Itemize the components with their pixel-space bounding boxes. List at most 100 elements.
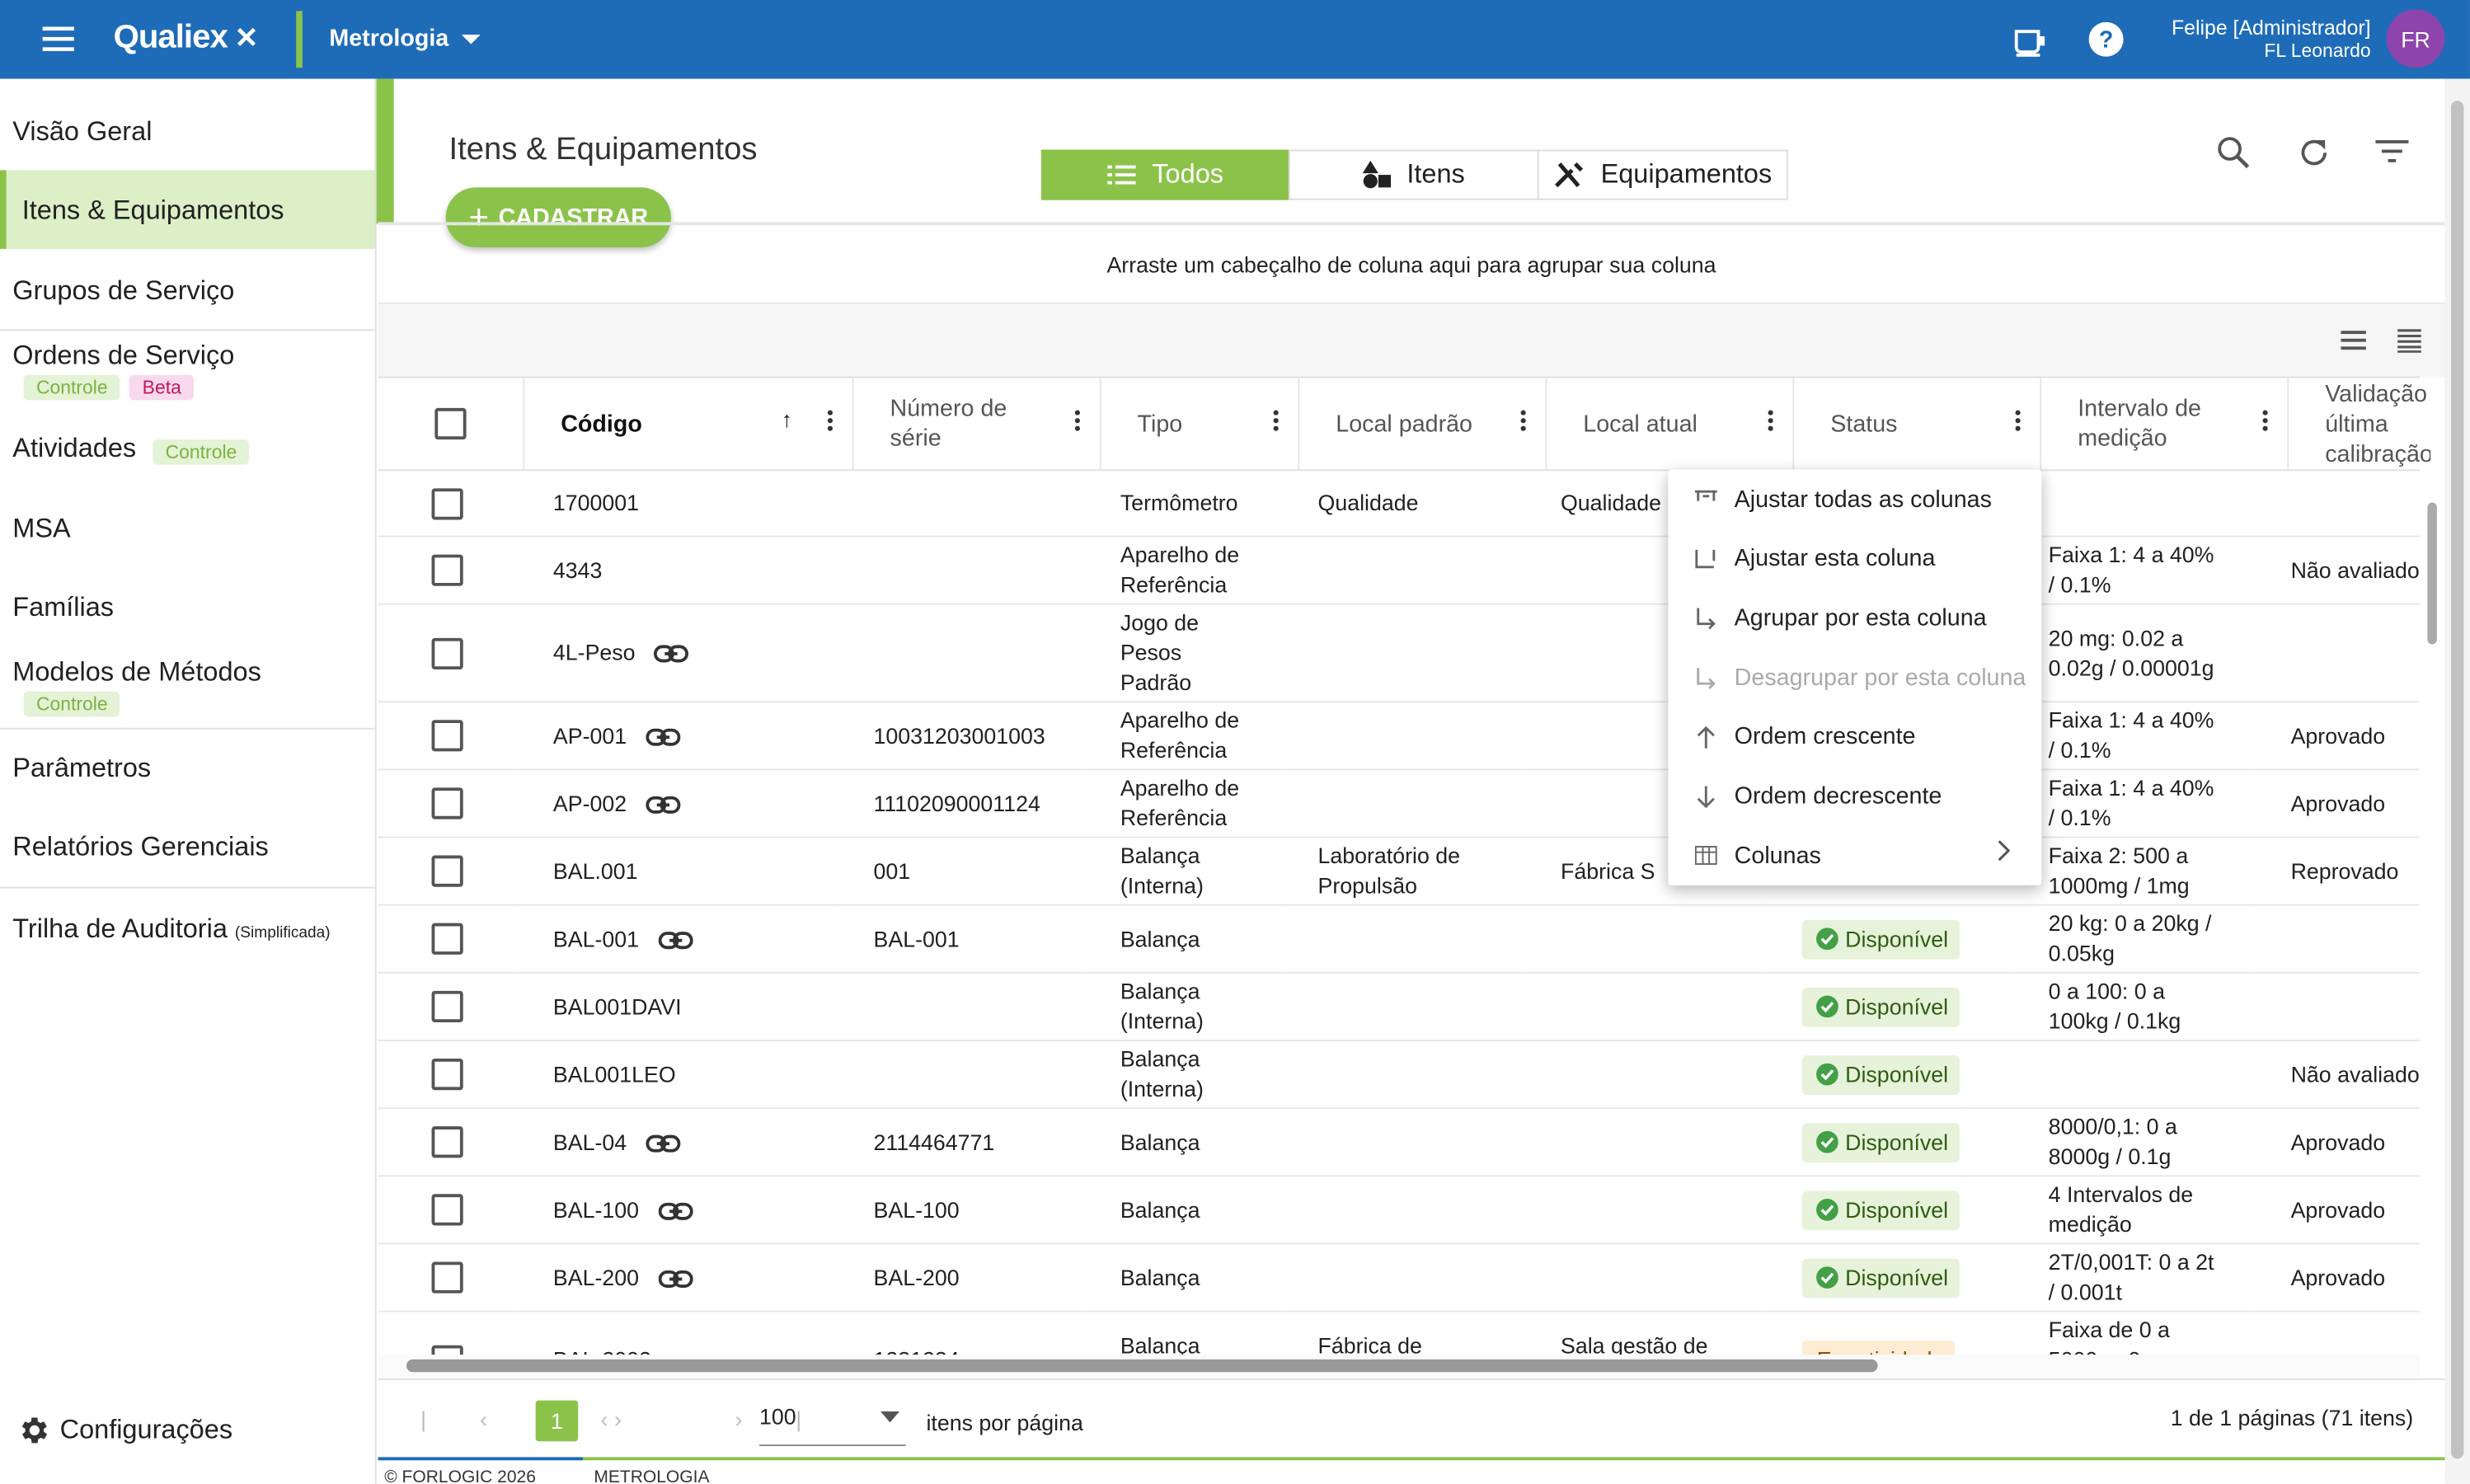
cell-text: Aprovado [2290,1264,2386,1289]
density-icon[interactable] [2341,329,2367,351]
current-page[interactable]: 1 [535,1400,579,1442]
column-menu-button[interactable] [1273,410,1280,438]
nav-item[interactable]: Atividades [12,433,137,463]
nav-item[interactable]: Visão Geral [12,116,153,147]
nav-item[interactable]: Ordens de Serviço [12,340,235,371]
grid-row[interactable]: BAL-100 BAL-100 Balança Disponível 4 Interva… [378,1176,2420,1245]
tab[interactable]: Itens [1288,149,1539,200]
menu-item[interactable]: Ordem decrescente [1668,767,2041,827]
column-header[interactable]: Número de série [854,378,1101,470]
nav-item[interactable]: Trilha de Auditoria (Simplificada) [12,913,330,945]
column-menu-button[interactable] [2015,410,2022,438]
column-menu-button[interactable] [1768,410,1774,438]
menu-button[interactable] [42,24,77,55]
grid-row[interactable]: 4L-Peso Jogo de Pesos Padrão 20 mg: 0.02 a… [378,603,2420,703]
nav-item[interactable]: Parâmetros [12,753,152,783]
help-icon[interactable]: ? [2088,21,2124,57]
checkbox-cell [378,702,517,771]
grid-row[interactable]: 1700001 Termômetro Qualidade Qualidade [378,471,2420,538]
link-icon[interactable] [639,1264,693,1289]
column-menu-button[interactable] [1074,410,1081,438]
nav-item[interactable]: Itens & Equipamentos [21,195,284,226]
row-checkbox[interactable] [431,991,463,1023]
grid-cell: 001 [837,837,1084,906]
grid-row[interactable]: BAL.001 001 Balança (Interna) Laboratório d… [378,837,2420,906]
avatar[interactable]: FR [2386,9,2445,68]
column-header[interactable]: Código ↑ [524,378,854,470]
grid-cell [837,972,1084,1041]
nav-item[interactable]: MSA [12,513,71,544]
grid-cell [1524,1108,1767,1177]
link-icon[interactable] [627,790,681,815]
row-checkbox[interactable] [431,923,463,956]
menu-item[interactable]: Colunas [1668,826,2041,886]
grid-cell: Balança [1083,904,1282,974]
menu-item[interactable]: Ordem crescente [1668,707,2041,768]
grid-row[interactable]: BAL-001 BAL-001 Balança Disponível 20 kg: 0 … [378,904,2420,974]
row-checkbox[interactable] [431,554,463,587]
grid-row[interactable]: 4343 Aparelho de Referência Faixa 1: 4 a 4… [378,536,2420,605]
search-icon[interactable] [2216,135,2251,170]
grid-row[interactable]: AP-002 11102090001124 Aparelho de Referênc… [378,769,2420,838]
grid-cell: Fábrica de Foguetes [1281,1311,1525,1355]
column-header[interactable]: Tipo [1101,378,1300,470]
row-checkbox[interactable] [431,855,463,887]
menu-item[interactable]: Agrupar por esta coluna [1668,588,2041,648]
menu-item[interactable]: Ajustar todas as colunas [1668,469,2041,529]
compact-icon[interactable] [2397,327,2423,353]
grid-row[interactable]: BAL001LEO Balança (Interna) Disponível Não … [378,1040,2420,1110]
grid-row[interactable]: AP-001 10031203001003 Aparelho de Referênc… [378,702,2420,771]
row-checkbox[interactable] [431,1345,463,1355]
column-menu: Ajustar todas as colunas Ajustar esta col… [1668,469,2042,886]
link-icon[interactable] [639,1196,693,1222]
grid-cell: Disponível [1766,1176,2012,1245]
nav-item[interactable]: Famílias [12,592,115,622]
column-header[interactable]: Local atual [1547,378,1795,470]
row-checkbox[interactable] [431,1261,463,1294]
column-header-label: Local padrão [1336,410,1472,438]
row-checkbox[interactable] [431,1126,463,1158]
grid-row[interactable]: BAL-2002 1231234 Balança (Interna) Fábrica … [378,1311,2420,1355]
select-all-checkbox[interactable] [434,407,467,440]
refresh-icon[interactable] [2297,135,2331,170]
column-menu-button[interactable] [2262,410,2269,438]
page-size-select[interactable]: 100 [758,1403,906,1447]
link-icon[interactable] [636,640,689,665]
nav-item[interactable]: Relatórios Gerenciais [12,831,269,862]
divider [0,727,375,730]
add-button[interactable]: + CADASTRAR [445,187,671,247]
nav-item[interactable]: Grupos de Serviço [12,275,235,306]
row-checkbox[interactable] [431,1194,463,1226]
grid-row[interactable]: BAL-04 2114464771 Balança Disponível 8000/0,… [378,1108,2420,1177]
tab[interactable]: Todos [1040,149,1290,200]
link-icon[interactable] [627,1129,681,1154]
link-icon[interactable] [627,722,681,748]
cell-text: BAL001LEO [552,1060,676,1087]
row-checkbox[interactable] [431,487,463,519]
grid-cell: BAL-200 [837,1243,1084,1313]
pager-nav[interactable]: › ›| [614,1407,856,1432]
column-header[interactable]: Intervalo de medição [2041,378,2289,470]
grid-row[interactable]: BAL001DAVI Balança (Interna) Disponível 0 a… [378,972,2420,1041]
sort-indicator: ↑ [781,406,793,432]
row-checkbox[interactable] [431,1059,463,1091]
column-menu-button[interactable] [827,410,834,438]
row-checkbox[interactable] [431,787,463,819]
grid-row[interactable]: BAL-200 BAL-200 Balança Disponível 2T/0,001T… [378,1243,2420,1313]
column-header[interactable]: Validação última calibração [2289,378,2430,470]
menu-item[interactable]: Ajustar esta coluna [1668,528,2041,589]
coffee-icon[interactable] [2012,24,2046,59]
settings-link[interactable]: Configurações [16,1413,232,1448]
column-menu-button[interactable] [1520,410,1527,438]
module-selector[interactable]: Metrologia [329,26,481,52]
tab[interactable]: Equipamentos [1537,149,1788,200]
grid-cell: Faixa 1: 4 a 40% / 0.1% [2012,769,2255,838]
cell-text: 4L-Peso [552,639,636,665]
column-header[interactable]: Local padrão [1299,378,1547,470]
column-header[interactable]: Status [1794,378,2042,470]
link-icon[interactable] [639,926,693,951]
nav-item[interactable]: Modelos de Métodos [12,656,261,688]
row-checkbox[interactable] [431,637,463,669]
row-checkbox[interactable] [431,720,463,752]
filter-icon[interactable] [2375,139,2410,167]
